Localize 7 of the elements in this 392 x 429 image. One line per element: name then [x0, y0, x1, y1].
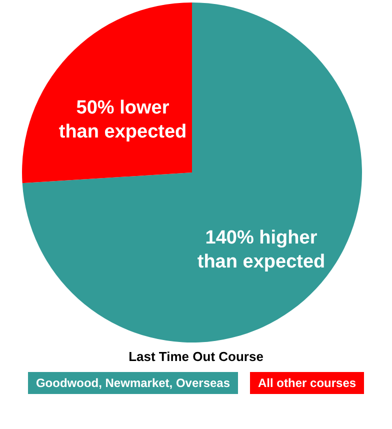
pie-slice — [22, 2, 362, 342]
legend-title: Last Time Out Course — [128, 349, 264, 364]
legend-label: All other courses — [258, 372, 364, 394]
text: 50% lower than expected — [58, 97, 187, 142]
legend-label: Goodwood, Newmarket, Overseas — [36, 372, 238, 394]
pie-slice — [22, 2, 192, 184]
text: 140% higher than expected — [197, 228, 326, 273]
